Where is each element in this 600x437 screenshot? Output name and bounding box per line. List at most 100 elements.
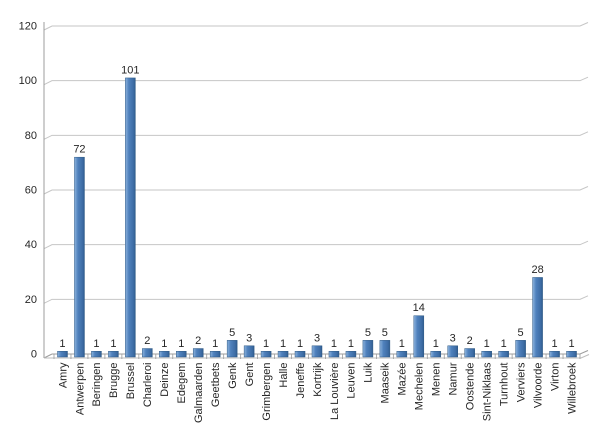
bar-Leuven [345, 351, 357, 358]
y-tick-label: 80 [25, 130, 37, 142]
value-label: 5 [518, 327, 524, 339]
x-category-label: Brussel [125, 363, 137, 400]
x-category-label: Vilvoorde [532, 363, 544, 409]
bar-Geetbets [209, 351, 221, 358]
x-category-label: Jeneffe [295, 363, 307, 399]
x-category-label: Antwerpen [74, 363, 86, 416]
bar-La Louvière [328, 351, 340, 358]
floor-front-edge [44, 354, 590, 359]
bar-Menen [430, 351, 442, 358]
value-label: 2 [195, 335, 201, 347]
x-category-label: Brugge [108, 363, 120, 398]
floor-left-bevel [43, 353, 53, 359]
bar-Charleroi [142, 348, 153, 358]
bar-Brugge [108, 351, 119, 358]
bar-Sint-Niklaas [481, 351, 492, 358]
value-label: 1 [59, 338, 65, 350]
bar-Willebroek [566, 351, 577, 358]
bar-Amry [57, 351, 68, 358]
x-category-label: Menen [431, 363, 443, 397]
x-category-label: Mazée [397, 363, 409, 396]
value-label: 1 [484, 338, 490, 350]
bar-Deinze [159, 351, 170, 358]
value-label: 1 [331, 338, 337, 350]
bar-Brussel [125, 77, 136, 358]
value-label: 72 [73, 144, 85, 156]
value-label: 5 [365, 327, 371, 339]
value-label: 5 [229, 327, 235, 339]
x-category-label: Amry [57, 362, 69, 388]
x-category-label: Charleroi [142, 363, 154, 408]
x-category-label: Virton [549, 363, 561, 392]
value-label: 1 [551, 338, 557, 350]
value-label: 1 [263, 338, 269, 350]
value-label: 1 [110, 338, 116, 350]
x-category-label: Geetbets [210, 362, 222, 407]
gridline-60 [43, 186, 589, 195]
bar-Genk [226, 340, 238, 358]
value-label: 5 [382, 327, 388, 339]
x-category-label: Beringen [91, 363, 103, 407]
bar-Beringen [91, 351, 102, 358]
value-label: 1 [178, 338, 184, 350]
gridline-120 [43, 22, 589, 31]
gridline-100 [43, 76, 589, 86]
x-category-label: Kortrijk [312, 362, 324, 397]
x-category-label: Turnhout [498, 363, 510, 407]
x-category-label: Gent [244, 363, 256, 387]
value-label: 1 [501, 338, 507, 350]
value-label: 2 [467, 335, 473, 347]
x-category-label: Halle [278, 363, 290, 388]
value-label: 1 [433, 338, 439, 350]
gridline-20 [43, 295, 589, 304]
value-label: 1 [280, 338, 286, 350]
bar-Edegem [176, 351, 187, 358]
y-tick-label: 40 [25, 239, 37, 251]
bar-Maaseik [379, 340, 391, 358]
bar-Mechelen [413, 315, 425, 358]
x-category-label: Verviers [515, 362, 527, 402]
value-label: 101 [121, 64, 139, 76]
value-label: 1 [93, 338, 99, 350]
x-category-label: Edegem [176, 363, 188, 404]
y-tick-label: 60 [25, 185, 37, 197]
x-category-label: Leuven [346, 363, 358, 399]
x-category-label: Genk [227, 362, 239, 389]
x-category-label: La Louvière [329, 363, 341, 421]
value-label: 14 [413, 302, 425, 314]
gridline-80 [43, 131, 589, 140]
bar-Jeneffe [294, 351, 306, 358]
bar-Vilvoorde [532, 277, 543, 358]
bar-Turnhout [498, 351, 509, 358]
y-tick-label: 20 [25, 294, 37, 306]
bar-Mazée [396, 351, 408, 358]
x-category-label: Grimbergen [261, 363, 273, 421]
value-label: 1 [348, 338, 354, 350]
x-category-label: Luik [363, 362, 375, 383]
bar-Namur [447, 345, 458, 358]
bar-Antwerpen [74, 156, 85, 358]
bar-Halle [277, 351, 289, 358]
bar-Verviers [515, 340, 526, 358]
x-category-label: Mechelen [414, 363, 426, 411]
bar-Oostende [464, 348, 475, 358]
value-label: 1 [399, 338, 405, 350]
value-label: 1 [212, 338, 218, 350]
y-tick-label: 0 [31, 349, 37, 361]
value-label: 2 [144, 335, 150, 347]
x-category-label: Maaseik [380, 362, 392, 403]
x-category-label: Deinze [159, 363, 171, 397]
value-label: 1 [161, 338, 167, 350]
x-category-label: Namur [448, 362, 460, 395]
value-label: 28 [531, 264, 543, 276]
value-label: 3 [246, 332, 252, 344]
value-label: 3 [450, 332, 456, 344]
x-category-label: Oostende [465, 363, 477, 411]
bar-Virton [549, 351, 560, 358]
bar-Galmaarden [192, 348, 204, 358]
value-label: 1 [568, 338, 574, 350]
bar-Gent [243, 345, 255, 358]
value-label: 3 [314, 332, 320, 344]
